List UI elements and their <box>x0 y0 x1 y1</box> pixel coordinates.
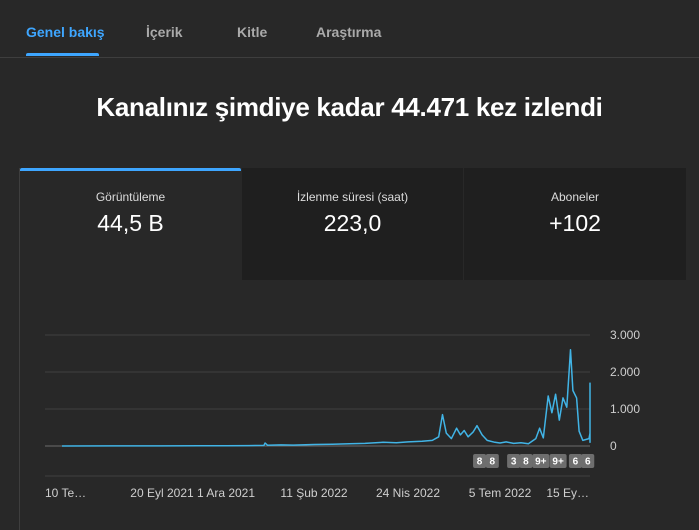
x-tick-label: 5 Tem 2022 <box>469 486 532 500</box>
metric-card-subscribers[interactable]: Aboneler +102 <box>464 168 686 280</box>
x-tick-label: 15 Ey… <box>546 486 589 500</box>
series-line <box>61 349 591 447</box>
upload-marker-badge <box>549 454 567 468</box>
metric-label-subscribers: Aboneler <box>550 190 600 204</box>
x-tick-label: 10 Te… <box>45 486 86 500</box>
upload-marker-count: 8 <box>490 457 496 468</box>
x-tick-label: 11 Şub 2022 <box>280 486 347 500</box>
metric-label-views: Görüntüleme <box>95 190 166 204</box>
y-tick-label: 3.000 <box>610 328 640 342</box>
metric-value-watch-time: 223,0 <box>323 210 382 236</box>
upload-marker-count: 3 <box>511 457 517 468</box>
upload-marker-count: 8 <box>477 457 483 468</box>
upload-marker-badge <box>581 454 595 468</box>
selected-card-indicator <box>20 168 241 171</box>
upload-marker-count: 6 <box>585 457 591 468</box>
active-tab-indicator <box>26 53 99 56</box>
x-tick-label: 20 Eyl 2021 <box>130 486 194 500</box>
upload-marker-badge <box>485 454 499 468</box>
metric-label-watch-time: İzlenme süresi (saat) <box>296 190 409 204</box>
upload-marker-badge <box>507 454 521 468</box>
x-tick-label: 1 Ara 2021 <box>197 486 255 500</box>
upload-marker-badge <box>568 454 582 468</box>
metric-value-views: 44,5 B <box>97 210 164 236</box>
x-tick-label: 24 Nis 2022 <box>376 486 440 500</box>
tab-content[interactable]: İçerik <box>146 24 183 40</box>
y-tick-label: 0 <box>610 439 617 453</box>
upload-marker-count: 8 <box>523 457 529 468</box>
tab-audience[interactable]: Kitle <box>237 24 268 40</box>
tab-research[interactable]: Araştırma <box>316 24 382 40</box>
metric-card-watch-time[interactable]: İzlenme süresi (saat) 223,0 <box>242 168 463 280</box>
upload-marker-badge <box>473 454 487 468</box>
tab-bar: Genel bakış İçerik Kitle Araştırma <box>0 0 699 58</box>
y-tick-label: 1.000 <box>610 402 640 416</box>
upload-marker-badge <box>532 454 550 468</box>
upload-marker-count: 6 <box>573 457 579 468</box>
y-tick-label: 2.000 <box>610 365 640 379</box>
upload-marker-count: 9+ <box>552 457 564 468</box>
views-chart-panel: 3.000 2.000 1.000 0 8 8 3 8 9+ 9+ 6 6 10 Te… 20 Eyl 2… <box>19 280 686 530</box>
metric-cards: Görüntüleme 44,5 B İzlenme süresi (saat)… <box>19 168 686 280</box>
metric-card-views[interactable]: Görüntüleme 44,5 B <box>19 168 241 280</box>
upload-marker-count: 9+ <box>535 457 547 468</box>
upload-marker-badge <box>519 454 533 468</box>
tab-overview[interactable]: Genel bakış <box>26 24 105 40</box>
page-headline: Kanalınız şimdiye kadar 44.471 kez izlen… <box>96 92 603 122</box>
metric-value-subscribers: +102 <box>549 210 601 236</box>
